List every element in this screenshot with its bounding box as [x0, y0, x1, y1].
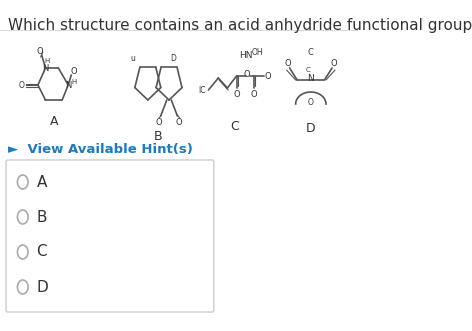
- Text: C: C: [308, 48, 314, 57]
- Text: A: A: [36, 174, 47, 190]
- Text: O: O: [264, 71, 271, 80]
- Text: O: O: [330, 59, 337, 68]
- Text: C: C: [231, 120, 239, 133]
- Text: C: C: [305, 67, 310, 73]
- Text: N: N: [42, 64, 49, 72]
- Text: O: O: [251, 89, 257, 99]
- Text: B: B: [154, 130, 163, 143]
- Text: IC: IC: [199, 85, 206, 94]
- Text: u: u: [130, 54, 135, 63]
- Text: B: B: [36, 210, 47, 224]
- Text: O: O: [285, 59, 291, 68]
- Text: O: O: [243, 70, 250, 78]
- Text: N: N: [307, 73, 314, 82]
- Text: HN: HN: [240, 51, 253, 60]
- Text: D: D: [306, 122, 316, 135]
- Text: H: H: [44, 58, 50, 64]
- Text: O: O: [19, 80, 25, 89]
- Text: O: O: [176, 118, 182, 126]
- Text: O: O: [37, 46, 43, 56]
- Text: A: A: [51, 115, 59, 128]
- Text: N: N: [65, 80, 71, 89]
- Text: OH: OH: [252, 48, 263, 57]
- Text: D: D: [36, 279, 48, 295]
- FancyBboxPatch shape: [6, 160, 214, 312]
- Text: C: C: [36, 245, 47, 260]
- Text: O: O: [156, 118, 162, 126]
- Text: ►  View Available Hint(s): ► View Available Hint(s): [8, 143, 193, 156]
- Text: O: O: [233, 89, 240, 99]
- Text: O: O: [71, 67, 77, 75]
- Text: D: D: [170, 54, 176, 63]
- Text: O: O: [308, 98, 314, 107]
- Text: H: H: [71, 79, 76, 85]
- Text: Which structure contains an acid anhydride functional group?: Which structure contains an acid anhydri…: [8, 18, 472, 33]
